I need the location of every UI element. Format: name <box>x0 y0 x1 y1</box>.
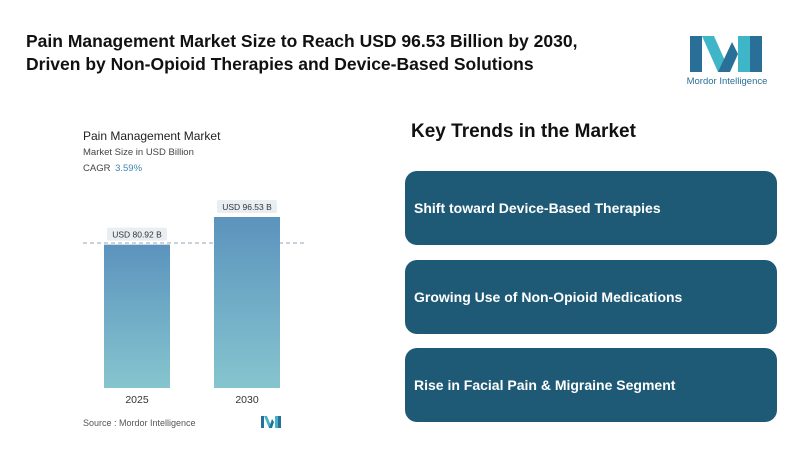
trend-card-device-therapies: Shift toward Device-Based Therapies <box>405 171 777 245</box>
chart-cagr: CAGR 3.59% <box>83 163 142 174</box>
page-headline: Pain Management Market Size to Reach USD… <box>26 30 666 76</box>
chart-subtitle: Market Size in USD Billion <box>83 147 194 158</box>
data-label: USD 80.92 B <box>112 230 162 240</box>
logo-mark-icon <box>690 36 762 72</box>
x-tick-label: 2030 <box>235 394 259 406</box>
chart-source: Source : Mordor Intelligence <box>83 418 196 428</box>
trend-card-facial-pain-migraine: Rise in Facial Pain & Migraine Segment <box>405 348 777 422</box>
chart-title: Pain Management Market <box>83 129 221 143</box>
data-label-bg <box>217 200 277 213</box>
x-tick-label: 2025 <box>125 394 149 406</box>
bar-2030 <box>214 217 280 388</box>
trend-label: Shift toward Device-Based Therapies <box>414 200 661 216</box>
mini-logo-icon <box>261 416 281 428</box>
cagr-label: CAGR <box>83 163 111 174</box>
trend-card-non-opioid: Growing Use of Non-Opioid Medications <box>405 260 777 334</box>
trend-label: Growing Use of Non-Opioid Medications <box>414 289 683 305</box>
mordor-intelligence-logo: Mordor Intelligence <box>686 32 768 88</box>
data-label: USD 96.53 B <box>222 202 272 212</box>
trend-label: Rise in Facial Pain & Migraine Segment <box>414 377 676 393</box>
data-label-bg <box>107 227 167 241</box>
headline-line-1: Pain Management Market Size to Reach USD… <box>26 31 578 51</box>
trends-title: Key Trends in the Market <box>411 121 636 142</box>
logo-text: Mordor Intelligence <box>686 76 768 87</box>
bar-2025 <box>104 244 170 388</box>
cagr-value: 3.59% <box>115 163 143 174</box>
headline-line-2: Driven by Non-Opioid Therapies and Devic… <box>26 54 534 74</box>
